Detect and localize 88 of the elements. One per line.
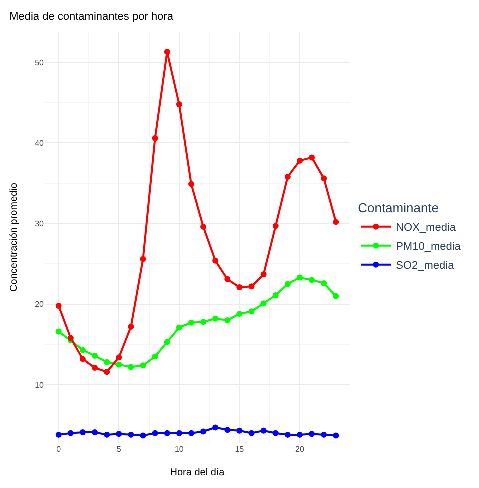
- point: [80, 356, 86, 362]
- point: [116, 362, 122, 368]
- point: [321, 280, 328, 286]
- y-tick-label: 40: [35, 139, 45, 148]
- x-tick-label: 0: [56, 445, 62, 454]
- point: [212, 258, 219, 264]
- point: [116, 354, 122, 361]
- point: [68, 430, 74, 436]
- point: [188, 430, 194, 436]
- point: [333, 293, 340, 300]
- point: [164, 49, 170, 56]
- point: [284, 174, 291, 180]
- point: [164, 430, 170, 436]
- point: [176, 324, 182, 331]
- y-tick-label: 50: [35, 58, 45, 68]
- point: [80, 430, 86, 436]
- y-axis-title: Concentración promedio: [9, 182, 20, 292]
- point: [128, 364, 134, 370]
- point: [321, 176, 328, 182]
- point: [333, 432, 340, 439]
- point: [104, 369, 110, 376]
- point: [164, 339, 170, 346]
- legend-label: SO2_media: [396, 260, 456, 272]
- x-tick-label: 20: [296, 445, 305, 454]
- point: [284, 281, 291, 288]
- point: [260, 272, 267, 278]
- point: [200, 224, 207, 230]
- point: [309, 277, 316, 284]
- point: [224, 276, 231, 282]
- x-tick-label: 5: [116, 445, 122, 454]
- point: [176, 102, 182, 108]
- point: [224, 318, 231, 324]
- point: [333, 219, 340, 226]
- point: [92, 352, 98, 359]
- point: [92, 430, 98, 436]
- point: [152, 430, 158, 436]
- point: [272, 430, 279, 436]
- point: [116, 431, 122, 438]
- point: [140, 432, 146, 439]
- point: [80, 347, 86, 354]
- x-tick-label: 10: [174, 445, 184, 454]
- point: [104, 359, 110, 366]
- legend-label: NOX_media: [396, 222, 457, 234]
- point: [296, 432, 303, 438]
- point: [224, 427, 231, 434]
- point: [56, 432, 62, 438]
- point: [212, 316, 219, 322]
- point: [236, 311, 243, 318]
- x-axis-title: Hora del día: [170, 468, 226, 478]
- point: [188, 181, 194, 188]
- point: [188, 320, 194, 326]
- point: [128, 324, 134, 330]
- point: [260, 300, 267, 307]
- chart-title: Media de contaminantes por hora: [10, 10, 174, 23]
- point: [236, 284, 243, 290]
- point: [152, 135, 158, 142]
- point: [236, 428, 243, 434]
- legend-title: Contaminante: [358, 200, 440, 216]
- point: [248, 284, 255, 290]
- point: [284, 432, 291, 438]
- point: [68, 335, 74, 342]
- point: [140, 256, 146, 262]
- point: [212, 424, 219, 431]
- point: [296, 158, 303, 164]
- y-tick-label: 10: [35, 380, 45, 390]
- point: [309, 154, 316, 161]
- point: [248, 308, 255, 315]
- legend-label: PM10_media: [396, 241, 462, 254]
- point: [296, 274, 303, 281]
- point: [128, 432, 134, 438]
- y-tick-label: 30: [35, 220, 45, 229]
- point: [104, 432, 110, 438]
- point: [56, 328, 62, 335]
- point: [248, 430, 255, 436]
- y-tick-label: 20: [35, 300, 45, 310]
- point: [272, 223, 279, 230]
- point: [309, 431, 316, 438]
- point: [152, 354, 158, 360]
- point: [200, 319, 207, 326]
- point: [56, 303, 62, 309]
- point: [272, 292, 279, 299]
- point: [92, 365, 98, 372]
- x-tick-label: 15: [235, 445, 245, 454]
- point: [176, 430, 182, 436]
- point: [260, 428, 267, 434]
- point: [140, 362, 146, 369]
- point: [200, 428, 207, 435]
- point: [321, 432, 328, 438]
